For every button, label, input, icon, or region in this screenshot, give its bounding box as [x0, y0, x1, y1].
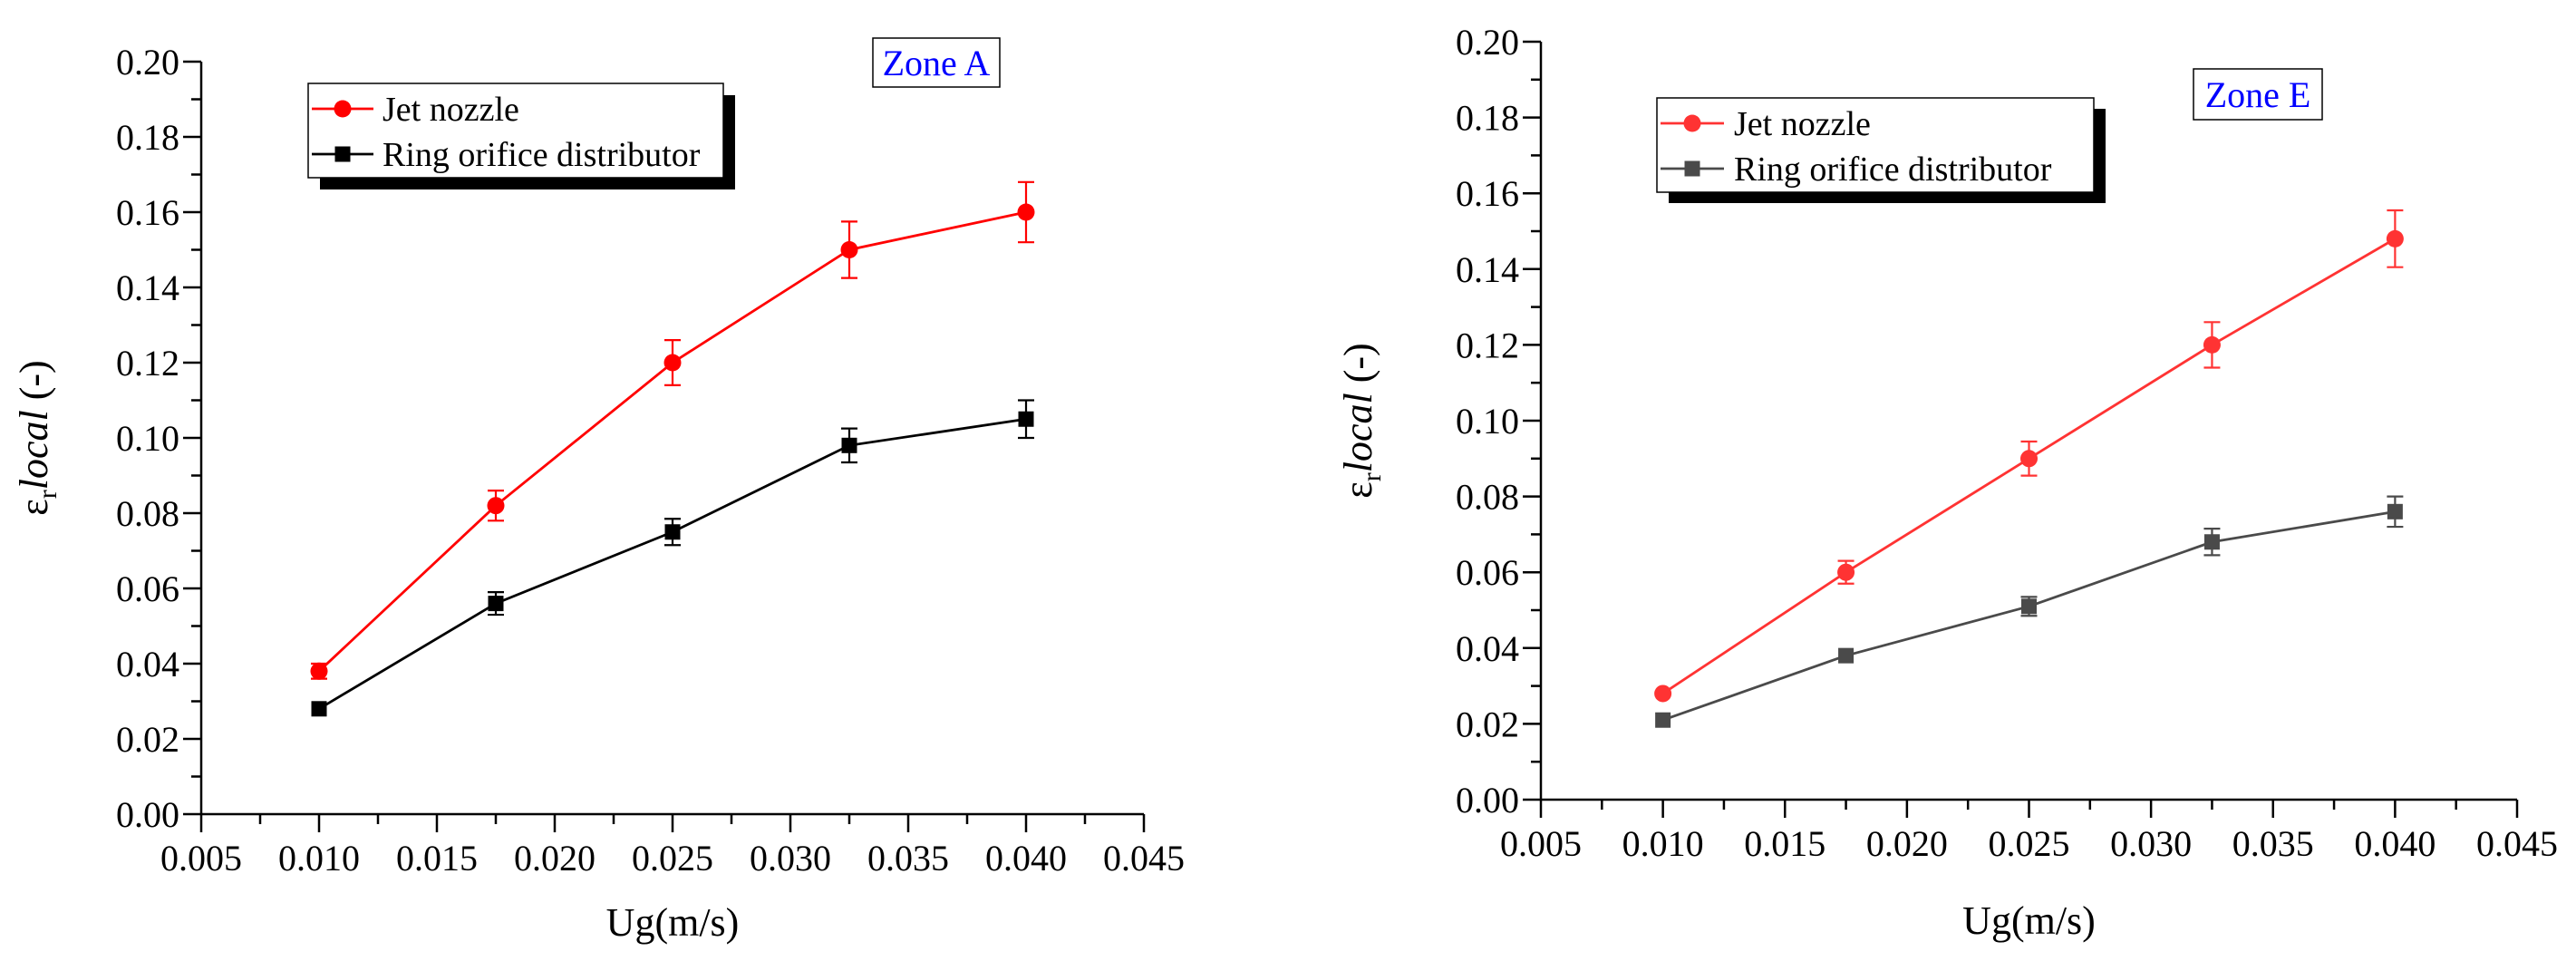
data-point-ring-orifice — [311, 701, 327, 717]
x-tick-label: 0.045 — [2476, 823, 2558, 864]
y-tick-label: 0.16 — [1456, 173, 1519, 214]
y-tick-label: 0.06 — [116, 568, 179, 609]
y-tick-label: 0.02 — [116, 719, 179, 760]
zone-label-box — [2193, 68, 2323, 121]
x-tick-label: 0.020 — [514, 838, 596, 879]
y-tick-label: 0.06 — [1456, 552, 1519, 593]
y-tick-label: 0.14 — [1456, 249, 1519, 290]
y-tick-label: 0.08 — [116, 493, 179, 534]
chart-zone-e: 0.00 0.02 0.04 0.06 0.08 0.10 0.12 0.14 0.16 0.18… — [1336, 22, 2558, 943]
x-tick-label: 0.025 — [1989, 823, 2070, 864]
data-point-ring-orifice — [1838, 647, 1855, 664]
x-tick-label: 0.010 — [278, 838, 360, 879]
y-tick-label: 0.18 — [1456, 98, 1519, 139]
data-point-ring-orifice — [2021, 598, 2037, 615]
y-tick-label: 0.10 — [1456, 401, 1519, 442]
x-tick-label: 0.015 — [396, 838, 478, 879]
x-tick-label: 0.040 — [2354, 823, 2436, 864]
x-tick-label: 0.030 — [2110, 823, 2192, 864]
data-point-jet-nozzle — [310, 662, 328, 680]
x-tick-label: 0.045 — [1103, 838, 1185, 879]
legend-marker-circle — [334, 100, 352, 118]
data-point-jet-nozzle — [663, 354, 682, 372]
y-tick-label: 0.12 — [116, 343, 179, 384]
y-tick-label: 0.20 — [116, 42, 179, 83]
y-axis-title-symbol: ε — [12, 499, 56, 515]
legend-label: Ring orifice distributor — [1734, 151, 2052, 189]
data-point-jet-nozzle — [1837, 563, 1855, 581]
x-tick-label: 0.015 — [1744, 823, 1825, 864]
y-tick-label: 0.08 — [1456, 477, 1519, 518]
legend-label: Jet nozzle — [1734, 105, 1871, 143]
legend-box — [307, 83, 724, 179]
series-line-jet-nozzle — [318, 210, 1027, 673]
data-point-ring-orifice — [2387, 503, 2403, 519]
legend-marker-square — [334, 146, 351, 162]
data-point-jet-nozzle — [1654, 685, 1672, 703]
y-tick-label: 0.00 — [116, 794, 179, 835]
data-point-jet-nozzle — [2020, 450, 2038, 468]
y-tick-label: 0.04 — [116, 644, 179, 685]
legend-marker-square — [1684, 160, 1700, 177]
data-point-ring-orifice — [488, 596, 504, 612]
x-axis-title: Ug(m/s) — [1962, 898, 2096, 943]
y-tick-label: 0.14 — [116, 267, 179, 308]
data-point-jet-nozzle — [2203, 335, 2221, 354]
data-point-jet-nozzle — [1017, 203, 1035, 221]
zone-label: Zone E — [2205, 74, 2311, 115]
data-point-jet-nozzle — [487, 497, 505, 515]
legend-label: Ring orifice distributor — [383, 136, 701, 174]
y-axis-title-italic: local — [1336, 393, 1380, 472]
y-axis-title-symbol: ε — [1336, 481, 1380, 498]
x-tick-label: 0.035 — [867, 838, 949, 879]
zone-label: Zone A — [883, 43, 991, 83]
chart-panel-zone-e: 0.00 0.02 0.04 0.06 0.08 0.10 0.12 0.14 0.16 0.18… — [1288, 0, 2576, 966]
data-point-ring-orifice — [664, 524, 681, 540]
y-tick-label: 0.16 — [116, 192, 179, 233]
y-tick-label: 0.02 — [1456, 704, 1519, 744]
legend-box — [1656, 97, 2095, 193]
y-tick-label: 0.00 — [1456, 780, 1519, 820]
y-axis-title-subscript: r — [33, 490, 63, 499]
y-axis-title-subscript: r — [1357, 472, 1387, 481]
data-point-jet-nozzle — [840, 241, 858, 258]
data-point-ring-orifice — [1655, 712, 1671, 728]
legend-marker-circle — [1683, 114, 1701, 132]
zone-label-box — [872, 37, 1001, 88]
y-tick-label: 0.12 — [1456, 325, 1519, 365]
y-axis-title: εrlocal (-) — [12, 360, 63, 515]
x-axis-title: Ug(m/s) — [606, 900, 740, 945]
y-axis-title-units: (-) — [12, 360, 56, 410]
data-point-ring-orifice — [1018, 411, 1034, 427]
series-line-ring-orifice — [318, 417, 1027, 711]
x-tick-label: 0.025 — [632, 838, 713, 879]
y-axis-title-italic: local — [12, 410, 56, 490]
y-tick-label: 0.18 — [116, 117, 179, 158]
y-axis-title: εrlocal (-) — [1336, 343, 1387, 498]
chart-zone-a: 0.00 0.02 0.04 0.06 0.08 0.10 0.12 0.14 0.16 0.18… — [12, 37, 1185, 945]
x-tick-label: 0.005 — [1500, 823, 1582, 864]
y-tick-label: 0.20 — [1456, 22, 1519, 63]
chart-panel-zone-a: 0.00 0.02 0.04 0.06 0.08 0.10 0.12 0.14 0.16 0.18… — [0, 0, 1288, 966]
x-tick-label: 0.030 — [750, 838, 831, 879]
x-tick-label: 0.010 — [1622, 823, 1704, 864]
x-tick-label: 0.020 — [1866, 823, 1948, 864]
x-tick-label: 0.040 — [985, 838, 1067, 879]
legend-label: Jet nozzle — [383, 91, 519, 129]
x-tick-label: 0.035 — [2232, 823, 2314, 864]
data-point-ring-orifice — [2203, 534, 2220, 550]
x-tick-label: 0.005 — [160, 838, 242, 879]
y-tick-label: 0.04 — [1456, 628, 1519, 669]
y-axis-title-units: (-) — [1336, 343, 1380, 393]
data-point-ring-orifice — [841, 437, 857, 453]
y-tick-label: 0.10 — [116, 418, 179, 459]
data-point-jet-nozzle — [2386, 229, 2404, 248]
